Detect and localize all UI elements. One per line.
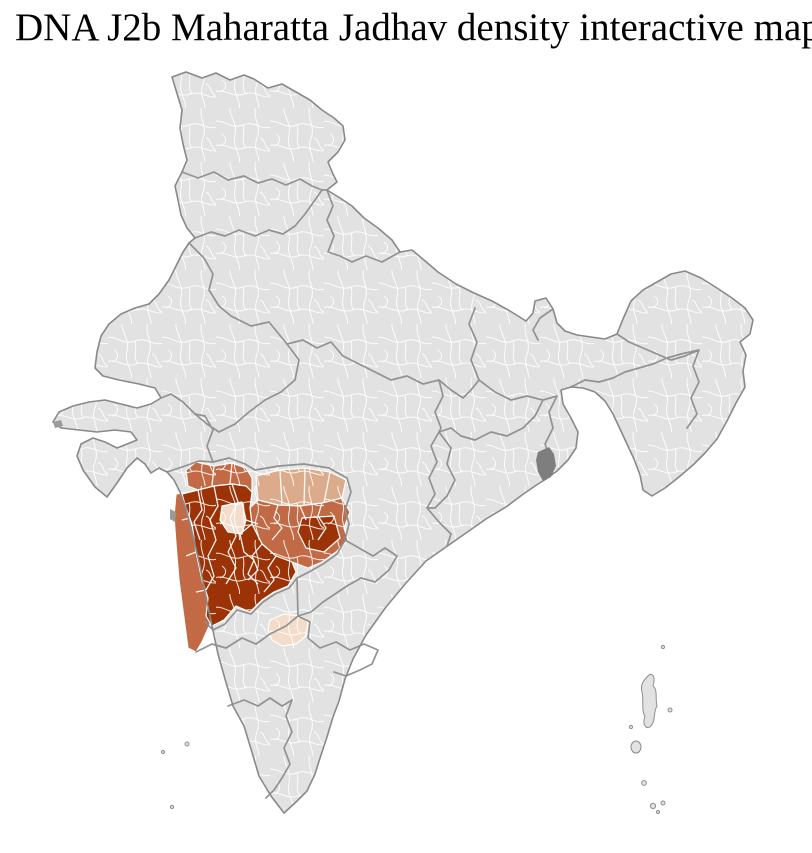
andaman-nicobar-islands[interactable]: [628, 644, 673, 814]
state-borders: [160, 171, 700, 799]
lakshadweep-islands[interactable]: [161, 741, 190, 810]
india-outline: [52, 71, 754, 814]
kutch-tip-shade: [53, 420, 63, 428]
page-title: DNA J2b Maharatta Jadhav density interac…: [15, 6, 812, 49]
mumbai-city-shade: [170, 509, 176, 522]
sundarbans-delta-shade: [536, 447, 556, 481]
